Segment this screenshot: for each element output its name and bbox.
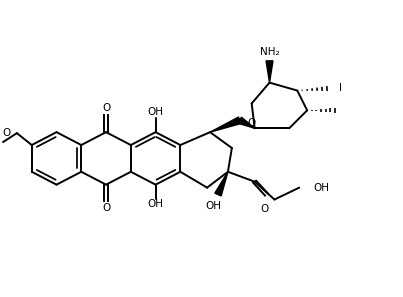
Text: O: O (248, 118, 256, 128)
Text: OH: OH (147, 107, 164, 117)
Polygon shape (266, 61, 273, 83)
Polygon shape (210, 117, 241, 132)
Polygon shape (238, 117, 255, 128)
Text: I: I (339, 83, 342, 93)
Text: OH: OH (147, 200, 164, 209)
Polygon shape (215, 172, 228, 196)
Text: OH: OH (205, 201, 221, 211)
Text: O: O (260, 204, 269, 214)
Text: O: O (3, 128, 11, 138)
Text: OH: OH (313, 183, 329, 193)
Text: O: O (102, 203, 110, 214)
Text: O: O (102, 103, 110, 113)
Text: NH₂: NH₂ (260, 47, 279, 57)
